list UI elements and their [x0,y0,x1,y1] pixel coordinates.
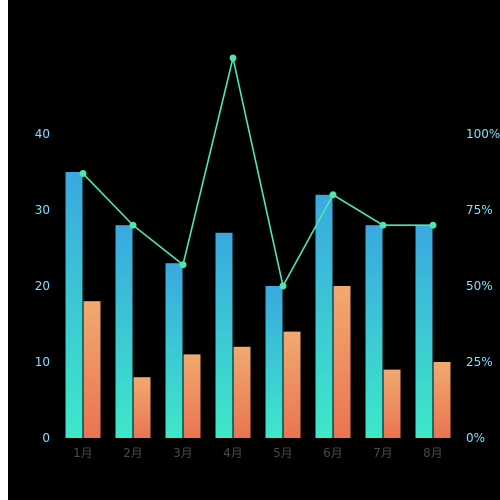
line-point-5 [279,282,287,290]
right-tick-label: 0% [466,431,485,445]
bar-blue-8 [415,225,433,438]
x-axis: 1月 2月 3月 4月 5月 6月 7月 8月 [73,446,443,460]
x-tick-label: 4月 [223,446,243,460]
x-tick-label: 8月 [423,446,443,460]
line-series [82,57,433,289]
bar-blue-7 [365,225,383,438]
x-tick-label: 1月 [73,446,93,460]
bar-blue-6 [315,194,333,438]
x-tick-label: 6月 [323,446,343,460]
right-tick-label: 75% [466,203,493,217]
left-tick-label: 30 [35,203,50,217]
bar-orange-1 [83,301,101,438]
right-axis: 0% 25% 50% 75% 100% [466,127,500,445]
line-point-7 [379,221,387,229]
bar-orange-4 [233,346,251,438]
left-tick-label: 20 [35,279,50,293]
line-point-1 [79,170,87,178]
bar-orange-6 [333,286,351,438]
bar-orange-5 [283,331,301,438]
bar-blue-4 [215,232,233,438]
right-tick-label: 25% [466,355,493,369]
bar-blue-3 [165,263,183,438]
bar-orange-7 [383,369,401,438]
line-point-6 [329,191,337,199]
combo-chart: 0 10 20 30 40 0% 25% 50% 75% 100% 1月 2月 3月 4月 5月 6月 7月… [35,54,500,460]
bar-blue-2 [115,225,133,438]
line-point-2 [129,221,137,229]
left-tick-label: 40 [35,127,50,141]
bar-blue-1 [65,172,83,438]
x-tick-label: 3月 [173,446,193,460]
x-tick-label: 5月 [273,446,293,460]
left-tick-label: 10 [35,355,50,369]
chart-area: 0 10 20 30 40 0% 25% 50% 75% 100% 1月 2月 3月 4月 5月 6月 7月… [8,0,500,500]
x-tick-label: 7月 [373,446,393,460]
left-tick-label: 0 [42,431,50,445]
line-point-3 [179,261,187,269]
bar-orange-8 [433,362,451,438]
bars-layer [65,172,451,438]
bar-blue-5 [265,286,283,438]
right-tick-label: 50% [466,279,493,293]
line-layer [79,54,437,290]
bar-orange-3 [183,354,201,438]
line-point-4 [229,54,237,62]
left-axis: 0 10 20 30 40 [35,127,50,445]
line-point-8 [429,221,437,229]
bar-orange-2 [133,377,151,438]
x-tick-label: 2月 [123,446,143,460]
right-tick-label: 100% [466,127,500,141]
